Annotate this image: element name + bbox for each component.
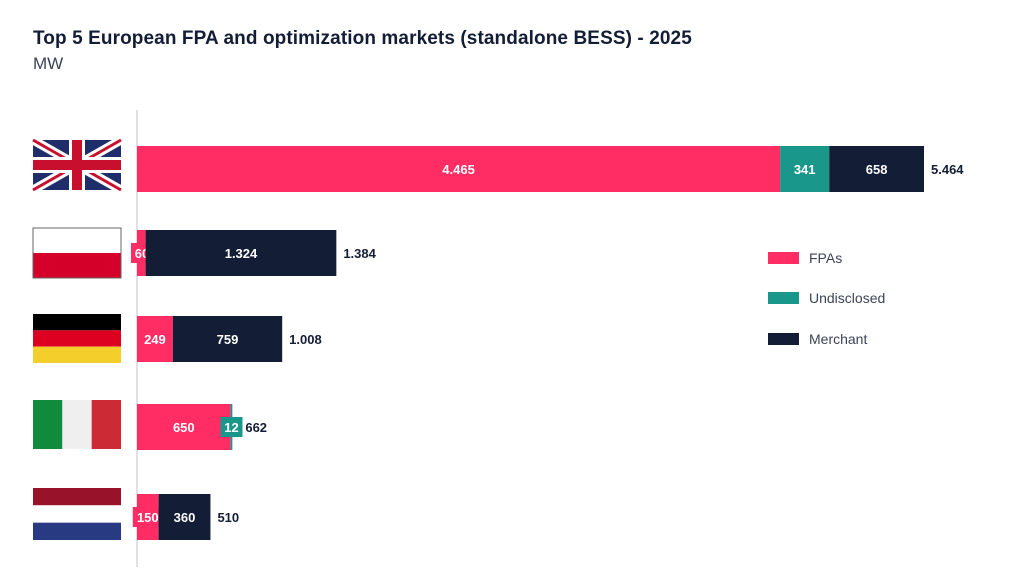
legend-item-undisclosed: Undisclosed xyxy=(768,290,885,306)
legend-item-merchant: Merchant xyxy=(768,331,867,347)
bar-segment-merchant xyxy=(158,494,211,540)
bar-segment-merchant xyxy=(145,230,337,276)
legend-label: FPAs xyxy=(809,250,842,266)
germany-flag-icon xyxy=(33,314,121,363)
bar-row-poland: 60 1.324 1.384 xyxy=(131,230,377,276)
italy-flag-icon xyxy=(33,400,121,449)
uk-flag-icon xyxy=(30,136,124,194)
bar-row-germany: 249 759 1.008 xyxy=(137,316,322,362)
segment-value-label: 341 xyxy=(794,162,816,177)
poland-flag-icon xyxy=(32,227,122,279)
bar-segment-fpas xyxy=(137,316,173,362)
bar-row-netherlands: 150 360 510 xyxy=(132,494,239,540)
segment-value-label: 360 xyxy=(174,510,196,525)
segment-value-label: 12 xyxy=(224,420,238,435)
bar-segment-undisclosed xyxy=(780,146,830,192)
segment-value-label: 60 xyxy=(135,246,149,261)
bar-row-italy: 650 12 662 xyxy=(137,404,267,450)
segment-value-label: 658 xyxy=(866,162,888,177)
segment-value-label: 650 xyxy=(173,420,195,435)
total-value-label: 1.384 xyxy=(343,246,376,261)
flags-group xyxy=(30,136,124,540)
legend: FPAs Undisclosed Merchant xyxy=(768,250,885,347)
segment-value-label: 249 xyxy=(144,332,166,347)
bar-segment-fpas xyxy=(137,404,231,450)
chart-title: Top 5 European FPA and optimization mark… xyxy=(33,28,692,49)
bar-row-united-kingdom: 4.465 341 658 5.464 xyxy=(137,146,964,192)
legend-swatch xyxy=(768,292,799,304)
total-value-label: 510 xyxy=(217,510,239,525)
total-value-label: 5.464 xyxy=(931,162,964,177)
netherlands-flag-icon xyxy=(33,488,121,540)
total-value-label: 662 xyxy=(245,420,267,435)
legend-label: Merchant xyxy=(809,331,867,347)
bar-segment-merchant xyxy=(829,146,924,192)
chart-subtitle: MW xyxy=(33,54,64,73)
segment-value-label: 150 xyxy=(137,510,159,525)
segment-label-badge xyxy=(220,417,243,437)
segment-value-label: 1.324 xyxy=(225,246,258,261)
bar-segment-merchant xyxy=(172,316,283,362)
total-value-label: 1.008 xyxy=(289,332,322,347)
segment-label-badge xyxy=(132,507,163,527)
legend-label: Undisclosed xyxy=(809,290,885,306)
segment-value-label: 759 xyxy=(217,332,239,347)
segment-value-label: 4.465 xyxy=(442,162,475,177)
bar-segment-fpas xyxy=(137,146,781,192)
legend-swatch xyxy=(768,333,799,345)
bars-group: 4.465 341 658 5.464 60 1.324 1.384 249 759 1.008 6… xyxy=(131,146,964,540)
legend-swatch xyxy=(768,252,799,264)
legend-item-fpas: FPAs xyxy=(768,250,842,266)
